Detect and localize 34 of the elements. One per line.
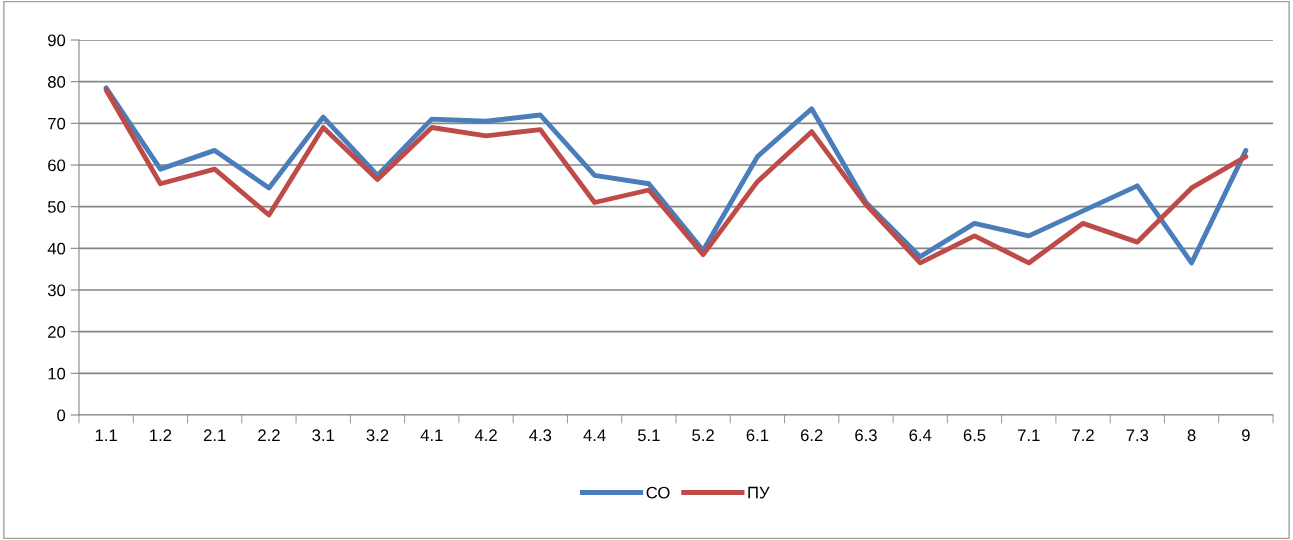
y-tick-label: 20: [48, 326, 66, 338]
x-tick-label: 6.3: [855, 429, 877, 442]
x-tick-label: 7.1: [1018, 429, 1040, 441]
y-tick-label: 50: [47, 201, 66, 213]
y-tick-label: 10: [48, 367, 66, 380]
y-tick-label: 40: [47, 242, 66, 255]
x-tick-label: 6.4: [909, 429, 932, 442]
x-tick-label: 7.2: [1072, 429, 1094, 441]
legend-label: ПУ: [748, 486, 770, 499]
x-tick-label: 9: [1242, 429, 1250, 442]
x-tick-label: 1.2: [150, 429, 172, 441]
y-tick-label: 0: [57, 409, 66, 422]
x-tick-label: 5.1: [637, 429, 660, 442]
x-tick-label: 2.1: [203, 429, 226, 441]
y-tick-label: 90: [48, 34, 66, 47]
x-tick-label: 4.2: [474, 429, 497, 441]
x-tick-label: 2.2: [258, 429, 280, 441]
x-tick-label: 8: [1187, 429, 1196, 442]
x-tick-label: 4.3: [529, 429, 552, 442]
y-tick-label: 30: [47, 284, 66, 297]
x-tick-label: 4.4: [583, 429, 606, 441]
x-tick-label: 6.5: [963, 429, 986, 442]
x-tick-label: 5.2: [692, 429, 714, 442]
x-tick-label: 7.3: [1126, 429, 1149, 442]
x-tick-label: 3.2: [366, 429, 389, 442]
x-tick-label: 1.1: [95, 429, 117, 441]
x-tick-label: 6.2: [800, 429, 823, 442]
y-tick-label: 60: [48, 159, 66, 172]
legend-label: СО: [646, 486, 670, 499]
x-tick-label: 4.1: [420, 429, 443, 441]
y-tick-label: 80: [47, 76, 66, 88]
x-tick-label: 6.1: [746, 429, 769, 442]
x-tick-label: 3.1: [312, 429, 334, 442]
y-tick-label: 70: [48, 117, 66, 130]
